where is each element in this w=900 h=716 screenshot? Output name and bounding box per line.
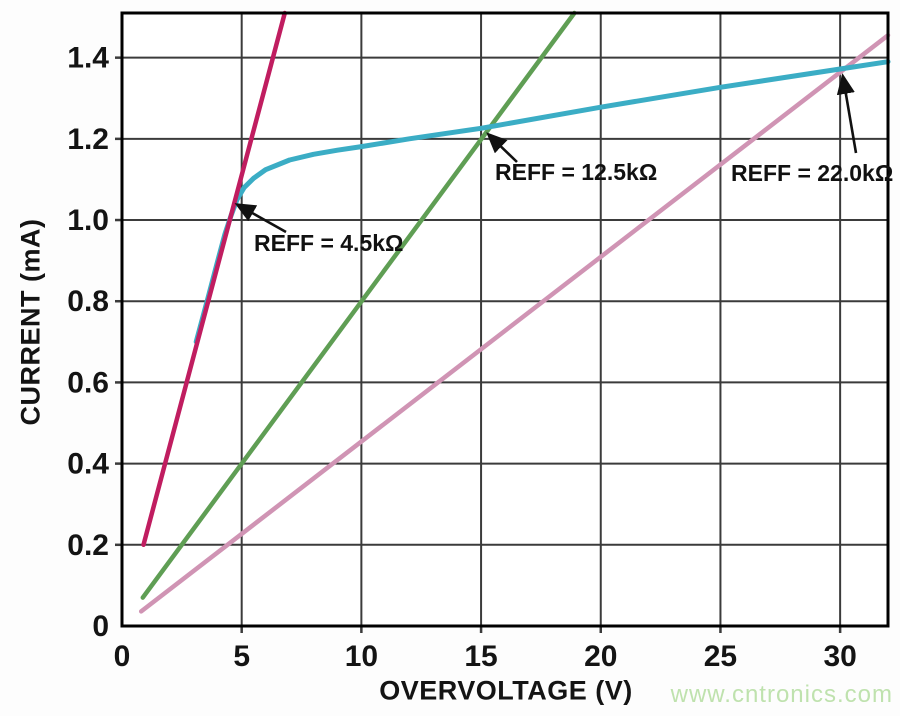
annotation-label-2: REFF = 22.0kΩ [731, 160, 893, 186]
y-tick-label-1.4: 1.4 [67, 42, 109, 75]
y-tick-label-1.2: 1.2 [67, 123, 109, 156]
series-load-line-reff-4k5 [141, 10, 288, 548]
y-axis-title: CURRENT (mA) [15, 218, 46, 426]
annotation-label-1: REFF = 12.5kΩ [495, 159, 657, 185]
x-tick-label-25: 25 [704, 640, 737, 673]
x-tick-label-30: 30 [823, 640, 856, 673]
annotation-arrow-1 [486, 132, 518, 163]
y-tick-label-0.6: 0.6 [67, 366, 109, 399]
series-load-line-reff-22k [138, 33, 891, 614]
annotation-label-0: REFF = 4.5kΩ [254, 230, 403, 256]
annotation-arrow-0 [234, 203, 287, 234]
y-tick-label-1.0: 1.0 [67, 204, 109, 237]
x-tick-label-0: 0 [114, 640, 131, 673]
plot-area [122, 13, 888, 626]
x-tick-label-15: 15 [464, 640, 497, 673]
x-tick-label-20: 20 [584, 640, 617, 673]
plot-border [120, 11, 890, 628]
watermark-text: www.cntronics.com [670, 681, 893, 708]
x-tick-label-10: 10 [345, 640, 378, 673]
x-axis-title: OVERVOLTAGE (V) [379, 675, 633, 706]
y-tick-label-0.4: 0.4 [67, 448, 109, 481]
annotation-arrow-2 [836, 73, 858, 154]
y-tick-label-0: 0 [92, 610, 109, 643]
y-tick-label-0.2: 0.2 [67, 529, 109, 562]
series-load-line-reff-12k5 [140, 10, 577, 600]
x-tick-label-5: 5 [233, 640, 250, 673]
y-tick-label-0.8: 0.8 [67, 285, 109, 318]
